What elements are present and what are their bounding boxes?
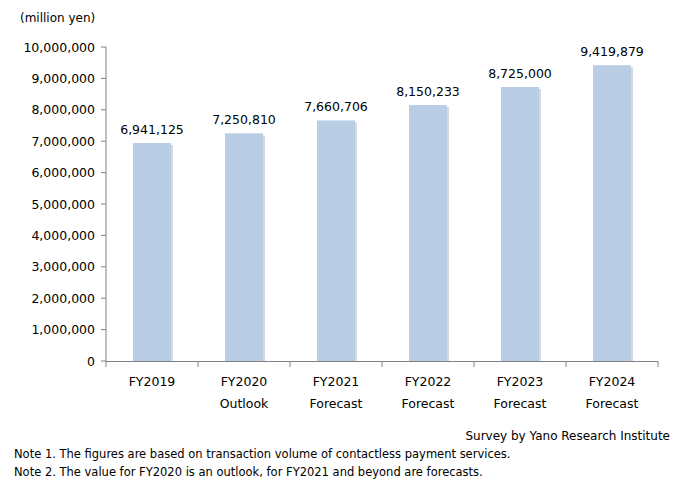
y-tick-label: 1,000,000	[31, 322, 95, 337]
x-tick-label-line: FY2019	[129, 374, 176, 389]
x-tick-label: FY2023 Forecast	[494, 374, 547, 411]
source: Survey by Yano Research Institute	[465, 429, 670, 443]
y-tick	[101, 172, 106, 173]
x-tick	[474, 361, 475, 367]
y-tick	[101, 109, 106, 110]
x-tick-label-line: FY2023	[497, 374, 544, 389]
y-tick	[101, 47, 106, 48]
bar	[409, 105, 447, 361]
y-tick-label: 4,000,000	[31, 228, 95, 243]
x-tick-label-line: Forecast	[402, 396, 455, 411]
data-label: 7,250,810	[212, 112, 276, 127]
x-tick	[290, 361, 291, 367]
y-tick	[101, 78, 106, 79]
chart: (million yen) 0 1,000,000 2,000,000 3,000,00…	[0, 0, 698, 489]
data-label: 9,419,879	[580, 44, 644, 59]
y-tick	[101, 329, 106, 330]
y-tick	[101, 266, 106, 267]
x-tick-label-line: Forecast	[586, 396, 639, 411]
x-tick-label-line: FY2022	[405, 374, 452, 389]
x-tick	[106, 361, 107, 367]
x-tick-label: FY2024 Forecast	[586, 374, 639, 411]
note: Note 1. The figures are based on transac…	[14, 447, 510, 461]
data-label: 7,660,706	[304, 99, 368, 114]
y-tick-label: 0	[87, 354, 95, 369]
y-tick-label: 2,000,000	[31, 291, 95, 306]
x-tick-label: FY2022 Forecast	[402, 374, 455, 411]
y-tick-label: 5,000,000	[31, 197, 95, 212]
y-axis	[106, 47, 107, 361]
y-tick	[101, 235, 106, 236]
x-tick-label: FY2020 Outlook	[220, 374, 269, 411]
y-tick-label: 9,000,000	[31, 71, 95, 86]
x-tick-label-line: FY2024	[589, 374, 636, 389]
y-tick	[101, 141, 106, 142]
data-label: 8,725,000	[488, 66, 552, 81]
bar	[133, 143, 171, 361]
y-axis-label: (million yen)	[20, 11, 95, 25]
note: Note 2. The value for FY2020 is an outlo…	[14, 465, 483, 479]
x-tick	[566, 361, 567, 367]
x-tick	[198, 361, 199, 367]
x-tick-label-line: Outlook	[220, 396, 269, 411]
y-tick-label: 7,000,000	[31, 134, 95, 149]
bar	[593, 65, 631, 361]
x-tick-label: FY2019	[129, 374, 176, 389]
y-tick-label: 10,000,000	[23, 40, 95, 55]
x-tick-label: FY2021 Forecast	[310, 374, 363, 411]
x-tick-label-line: FY2020	[221, 374, 268, 389]
x-tick	[658, 361, 659, 367]
y-tick	[101, 298, 106, 299]
y-tick	[101, 361, 106, 362]
bar	[225, 133, 263, 361]
data-label: 8,150,233	[396, 84, 460, 99]
bar	[501, 87, 539, 361]
x-tick-label-line: Forecast	[310, 396, 363, 411]
data-label: 6,941,125	[120, 122, 184, 137]
bars	[133, 65, 633, 361]
y-tick-label: 6,000,000	[31, 165, 95, 180]
y-tick-label: 8,000,000	[31, 102, 95, 117]
y-tick-label: 3,000,000	[31, 259, 95, 274]
x-tick	[382, 361, 383, 367]
bar	[317, 120, 355, 361]
x-tick-label-line: Forecast	[494, 396, 547, 411]
y-tick	[101, 204, 106, 205]
x-tick-label-line: FY2021	[313, 374, 360, 389]
